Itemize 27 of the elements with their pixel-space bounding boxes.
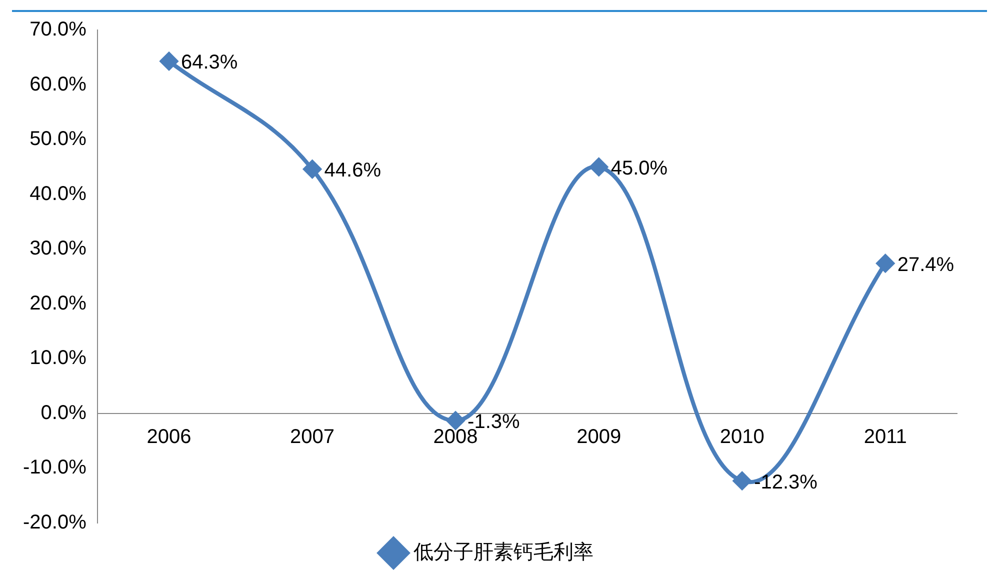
data-label: 45.0% bbox=[610, 157, 668, 180]
x-tick-label: 2010 bbox=[720, 426, 764, 448]
legend-label: 低分子肝素钙毛利率 bbox=[414, 542, 594, 564]
y-tick-label: 40.0% bbox=[30, 182, 87, 205]
y-tick-label: 0.0% bbox=[40, 402, 87, 424]
y-tick-label: 20.0% bbox=[30, 292, 87, 314]
data-label: 64.3% bbox=[181, 52, 238, 74]
y-tick-label: 30.0% bbox=[30, 238, 87, 260]
y-tick-label: 10.0% bbox=[30, 347, 87, 370]
y-tick-label: 60.0% bbox=[30, 73, 87, 96]
x-tick-label: 2009 bbox=[576, 426, 622, 448]
point bbox=[733, 472, 752, 490]
x-tick-label: 2006 bbox=[146, 426, 192, 448]
data-label: 44.6% bbox=[324, 160, 382, 182]
point bbox=[303, 160, 322, 178]
x-tick-label: 2007 bbox=[290, 426, 335, 448]
data-label: 27.4% bbox=[897, 254, 954, 276]
point bbox=[160, 52, 178, 70]
y-tick-label: 70.0% bbox=[30, 18, 87, 41]
data-label: -12.3% bbox=[754, 471, 818, 494]
y-tick-label: -10.0% bbox=[22, 456, 87, 479]
x-tick-label: 2011 bbox=[864, 426, 907, 448]
y-tick-label: 50.0% bbox=[30, 128, 87, 150]
point bbox=[590, 158, 608, 176]
point bbox=[876, 254, 894, 272]
y-tick-label: -20.0% bbox=[22, 512, 87, 534]
point bbox=[446, 412, 465, 430]
